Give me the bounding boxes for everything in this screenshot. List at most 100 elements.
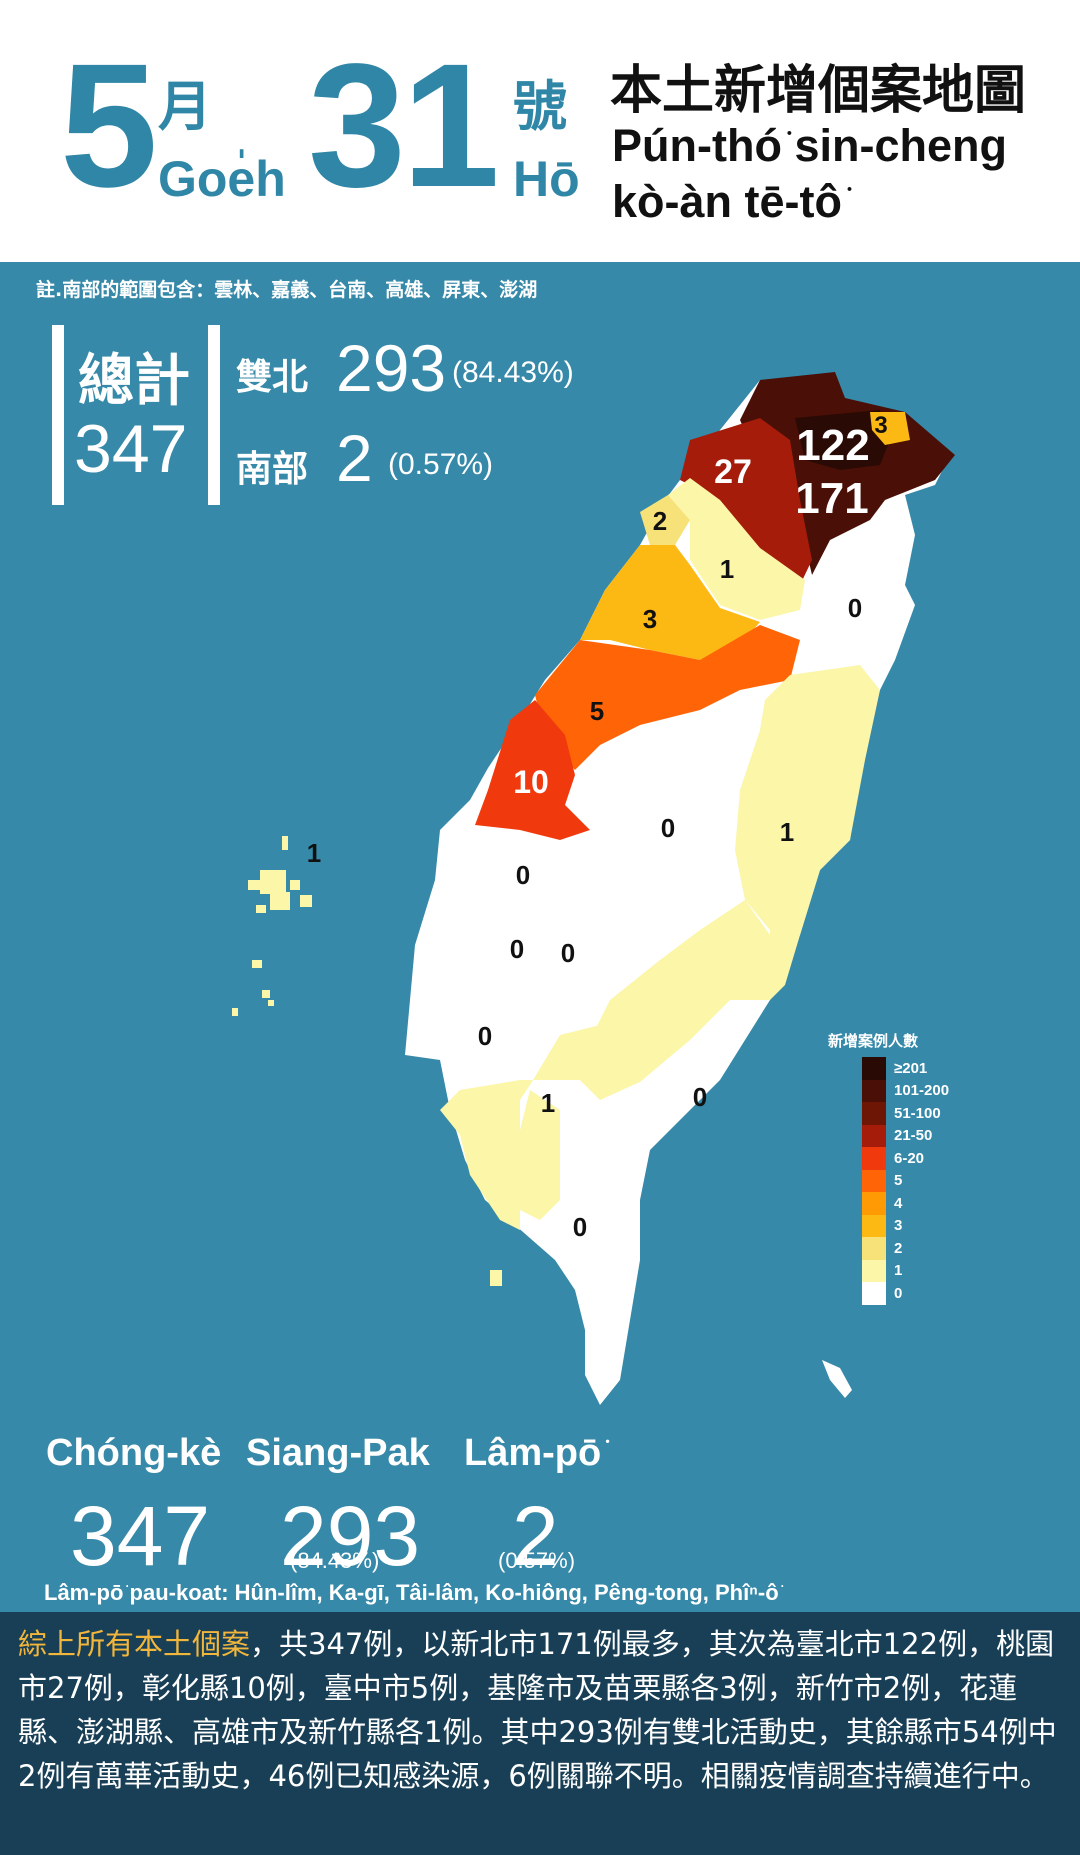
legend-label: 1 xyxy=(894,1262,903,1280)
legend-swatch xyxy=(862,1214,886,1237)
legend-swatch xyxy=(862,1169,886,1192)
legend: ≥201 101-200 51-100 21-50 6-20 5 4 3 2 1 0 xyxy=(862,1057,949,1305)
county-count-miaoli: 3 xyxy=(643,604,657,634)
county-count-new-taipei: 171 xyxy=(795,474,868,523)
legend-item: 3 xyxy=(862,1214,949,1237)
county-count-taichung: 5 xyxy=(590,696,604,726)
totals-bar-right xyxy=(208,325,220,505)
county-count-hsinchu-city: 2 xyxy=(653,506,667,536)
legend-swatch xyxy=(862,1259,886,1282)
legend-label: 6-20 xyxy=(894,1149,925,1167)
legend-label: 5 xyxy=(894,1172,903,1190)
legend-label: 2 xyxy=(894,1239,903,1257)
south-percent: (0.57%) xyxy=(388,448,494,481)
day-number: 31 xyxy=(308,28,500,224)
shuangbei-value: 293 xyxy=(336,331,447,405)
region-kaohsiung xyxy=(440,1020,690,1230)
summary-south-percent: (0.57%) xyxy=(498,1548,576,1573)
summary-total-value: 347 xyxy=(70,1489,211,1583)
legend-label: 0 xyxy=(894,1284,903,1302)
legend-label: 101-200 xyxy=(894,1082,950,1100)
legend-item: 1 xyxy=(862,1259,949,1282)
region-pingtung-north xyxy=(520,1090,560,1220)
header: 5 月 Goe̍h 31 號 Hō 本土新增個案地圖 Pún-thó͘ sin-… xyxy=(0,0,1080,262)
south-region-note: 註.南部的範圍包含：雲林、嘉義、台南、高雄、屏東、澎湖 xyxy=(36,279,538,301)
county-count-tainan: 0 xyxy=(478,1021,492,1051)
legend-swatch xyxy=(862,1079,886,1102)
taiwan-covid-map: 122 171 3 27 2 1 0 3 5 10 0 1 0 0 0 0 1 … xyxy=(232,372,955,1405)
region-miaoli xyxy=(580,545,760,660)
legend-swatch xyxy=(862,1057,886,1080)
county-count-yunlin: 0 xyxy=(516,860,530,890)
month-number: 5 xyxy=(60,28,158,224)
county-count-changhua: 10 xyxy=(513,764,549,800)
region-taichung xyxy=(535,625,800,770)
month-label-poj: Goe̍h xyxy=(158,151,286,207)
region-penghu xyxy=(232,836,312,1016)
legend-item: 2 xyxy=(862,1237,949,1260)
day-label-zh: 號 xyxy=(513,75,567,138)
region-keelung xyxy=(870,412,910,445)
region-changhua xyxy=(475,700,590,840)
summary-south-label: Lâm-pō͘ xyxy=(464,1432,602,1474)
county-count-yilan: 0 xyxy=(848,593,862,623)
description-text: 綜上所有本土個案，共347例，以新北市171例最多，其次為臺北市122例，桃園市… xyxy=(18,1622,1068,1798)
legend-swatch xyxy=(862,1192,886,1215)
county-count-hualien: 1 xyxy=(780,817,794,847)
county-count-pingtung: 0 xyxy=(573,1212,587,1242)
county-count-keelung: 3 xyxy=(874,412,887,439)
legend-item: 21-50 xyxy=(862,1124,949,1147)
legend-swatch xyxy=(862,1124,886,1147)
legend-label: 3 xyxy=(894,1217,903,1235)
legend-item: 4 xyxy=(862,1192,949,1215)
legend-item: 0 xyxy=(862,1282,949,1305)
region-orchid-island xyxy=(822,1360,852,1398)
legend-item: 5 xyxy=(862,1169,949,1192)
county-count-chiayi-county: 0 xyxy=(561,938,575,968)
shuangbei-percent: (84.43%) xyxy=(452,356,574,389)
total-value: 347 xyxy=(74,411,188,487)
region-liuqiu xyxy=(490,1270,502,1286)
county-count-taipei: 122 xyxy=(796,421,869,470)
description-panel: 綜上所有本土個案，共347例，以新北市171例最多，其次為臺北市122例，桃園市… xyxy=(0,1612,1080,1855)
legend-label: 51-100 xyxy=(894,1104,941,1122)
map-title-poj: Pún-thó͘ sin-cheng kò-àn tē-tô͘ xyxy=(612,120,1007,227)
legend-label: 4 xyxy=(894,1194,903,1212)
summary-south-value: 2 xyxy=(512,1489,559,1583)
summary-shuangbei-value: 293 xyxy=(280,1489,421,1583)
south-value: 2 xyxy=(336,421,373,495)
county-count-chiayi-city: 0 xyxy=(510,934,524,964)
summary-shuangbei-percent: (84.43%) xyxy=(290,1548,380,1573)
region-hsinchu-county xyxy=(668,478,805,620)
legend-swatch xyxy=(862,1237,886,1260)
county-count-kaohsiung: 1 xyxy=(541,1088,555,1118)
south-label: 南部 xyxy=(236,449,309,490)
legend-item: 51-100 xyxy=(862,1102,949,1125)
legend-item: 101-200 xyxy=(862,1079,950,1102)
legend-label: 21-50 xyxy=(894,1127,933,1145)
legend-label: ≥201 xyxy=(894,1059,928,1077)
legend-swatch xyxy=(862,1282,886,1305)
county-count-taoyuan: 27 xyxy=(714,453,752,491)
description-body: ，共347例，以新北市171例最多，其次為臺北市122例，桃園市27例，彰化縣1… xyxy=(18,1627,1057,1793)
county-count-hsinchu-county: 1 xyxy=(720,554,734,584)
region-hualien xyxy=(735,665,880,1000)
legend-item: 6-20 xyxy=(862,1147,949,1170)
day-label-poj: Hō xyxy=(513,151,580,207)
description-highlight: 綜上所有本土個案 xyxy=(18,1627,251,1661)
region-taipei xyxy=(795,410,890,470)
county-count-taitung: 0 xyxy=(693,1082,707,1112)
summary-total-label: Chóng-kè xyxy=(46,1432,222,1474)
county-count-nantou: 0 xyxy=(661,813,675,843)
region-hsinchu-city xyxy=(640,495,690,545)
shuangbei-label: 雙北 xyxy=(236,357,309,398)
legend-swatch xyxy=(862,1147,886,1170)
legend-item: ≥201 xyxy=(862,1057,949,1080)
legend-title: 新增案例人數 xyxy=(828,1032,919,1050)
county-count-penghu: 1 xyxy=(307,838,321,868)
map-title-zh: 本土新增個案地圖 xyxy=(610,61,1027,121)
total-label: 總計 xyxy=(78,349,190,414)
south-region-note-poj: Lâm-pō͘ pau-koat: Hûn-lîm, Ka-gī, Tâi-lâ… xyxy=(44,1580,779,1605)
region-taoyuan xyxy=(680,418,812,585)
summary-shuangbei-label: Siang-Pak xyxy=(246,1432,430,1474)
